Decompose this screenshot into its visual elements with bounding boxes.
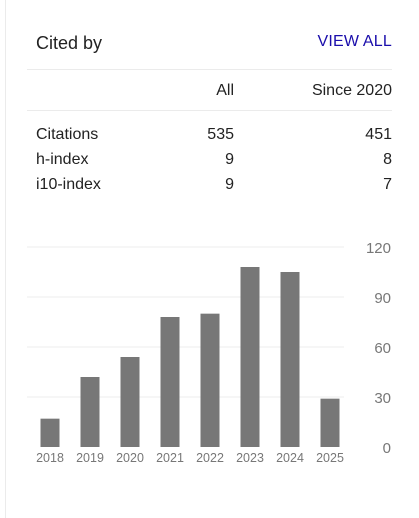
column-header-all: All <box>216 82 234 99</box>
row-value-since: 451 <box>365 126 392 143</box>
column-header-since: Since 2020 <box>311 82 392 99</box>
cited-by-panel <box>5 0 419 518</box>
view-all-link[interactable]: VIEW ALL <box>317 33 392 50</box>
row-value-since: 8 <box>383 151 392 168</box>
header-divider <box>27 69 392 70</box>
row-value-all: 9 <box>225 151 234 168</box>
row-label: Citations <box>36 126 99 143</box>
row-value-all: 9 <box>225 176 234 193</box>
row-value-since: 7 <box>383 176 392 193</box>
row-label: h-index <box>36 151 89 168</box>
row-label: i10-index <box>36 176 101 193</box>
cited-by-header: Cited by VIEW ALL <box>27 30 392 56</box>
table-header-divider <box>27 110 392 111</box>
cited-by-title: Cited by <box>36 33 103 53</box>
row-value-all: 535 <box>207 126 234 143</box>
